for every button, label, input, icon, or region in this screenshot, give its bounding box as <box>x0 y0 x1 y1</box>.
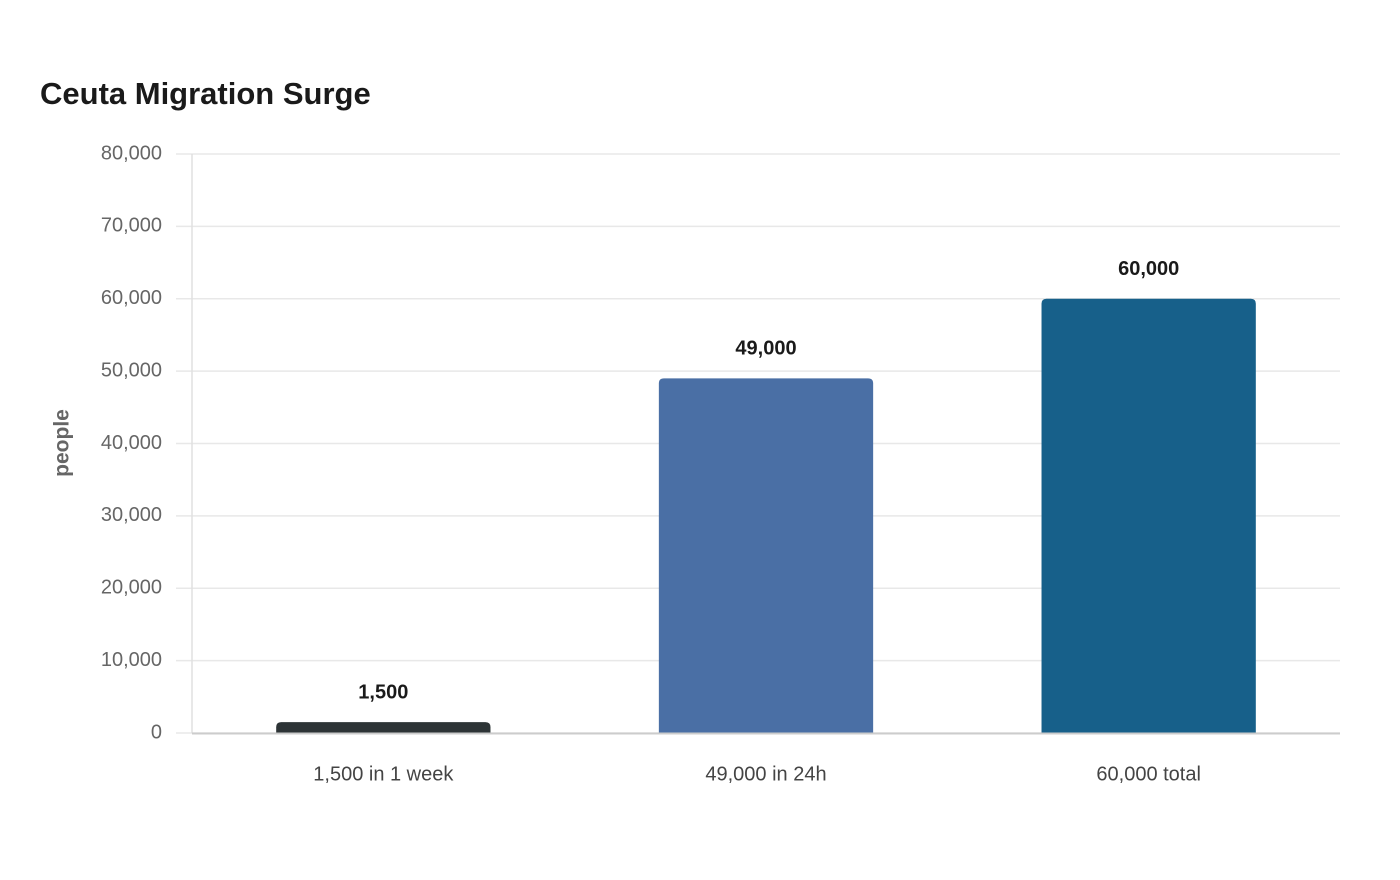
y-tick-label: 80,000 <box>101 142 162 164</box>
x-tick-label: 49,000 in 24h <box>705 763 826 785</box>
bar <box>658 378 874 733</box>
y-tick-label: 30,000 <box>101 504 162 526</box>
x-tick-label: 60,000 total <box>1096 763 1201 785</box>
y-tick-label: 70,000 <box>101 215 162 237</box>
y-axis-label: people <box>51 409 74 477</box>
y-tick-label: 40,000 <box>101 432 162 454</box>
chart-title: Ceuta Migration Surge <box>40 76 371 111</box>
bar <box>276 722 491 733</box>
value-label: 60,000 <box>1118 258 1179 280</box>
y-tick-label: 0 <box>151 721 162 743</box>
y-tick-label: 10,000 <box>101 649 162 671</box>
y-tick-label: 20,000 <box>101 577 162 599</box>
y-tick-label: 60,000 <box>101 287 162 309</box>
x-tick-label: 1,500 in 1 week <box>313 763 454 785</box>
value-label: 49,000 <box>735 338 796 360</box>
bar <box>1041 298 1256 733</box>
y-tick-label: 50,000 <box>101 359 162 381</box>
value-label: 1,500 <box>358 681 408 703</box>
